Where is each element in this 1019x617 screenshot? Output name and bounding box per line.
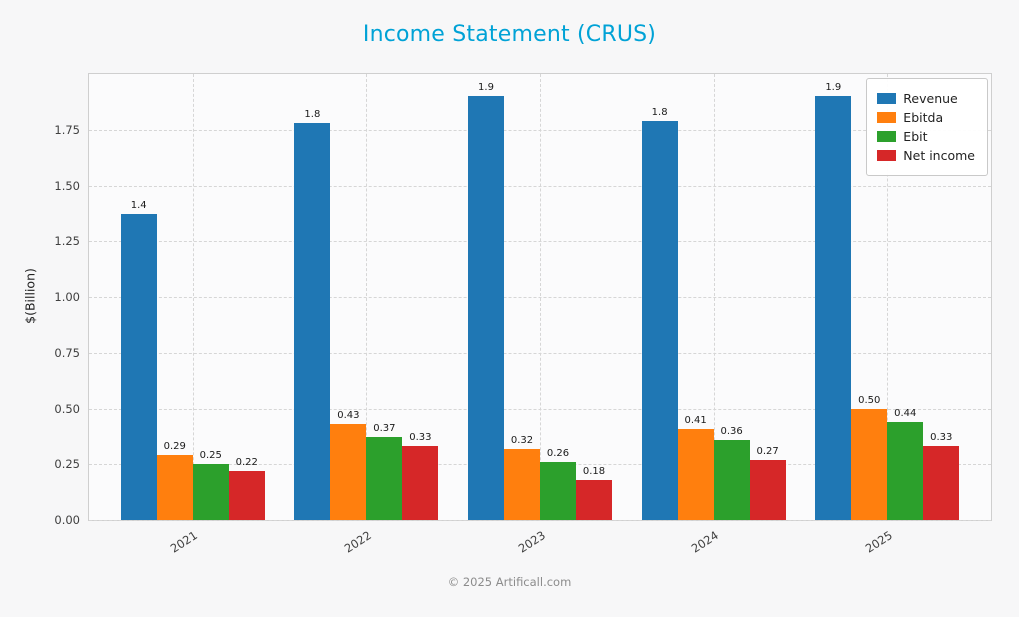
bar-value-label: 0.32 (510, 434, 534, 446)
bar-ebit (192, 464, 229, 520)
bar-value-label: 0.33 (930, 432, 953, 444)
bar-net-income (923, 446, 960, 520)
bar-net-income (749, 459, 786, 520)
bar-value-label: 1.4 (130, 200, 147, 212)
bar-value-label: 0.22 (235, 456, 258, 468)
y-tick-label: 0.75 (54, 345, 80, 360)
y-tick-label: 1.25 (54, 234, 80, 249)
x-tick-label: 2022 (341, 528, 374, 556)
bar-revenue (468, 96, 504, 520)
x-tick-label: 2024 (689, 528, 722, 556)
y-tick-label: 1.50 (54, 178, 80, 193)
plot-area: 0.00 0.25 0.50 0.75 1.00 1.25 1.50 1.75 2021 2022… (54, 73, 992, 556)
legend-label: Revenue (903, 91, 958, 106)
legend-swatch (877, 112, 897, 123)
bar-value-label: 0.43 (337, 410, 360, 422)
y-axis-label: $(Billion) (22, 268, 38, 324)
bar-value-label: 1.9 (825, 82, 842, 94)
bar-value-label: 0.41 (684, 414, 707, 426)
bar-revenue (294, 123, 331, 520)
bar-net-income (576, 479, 612, 520)
v-gridline (366, 74, 368, 520)
legend-label: Net income (903, 148, 975, 163)
chart-title: Income Statement (CRUS) (362, 22, 657, 47)
legend-item-ebit: Ebit (877, 129, 975, 144)
y-tick-label: 0.25 (54, 457, 80, 472)
bar-value-label: 1.8 (304, 109, 321, 121)
bar-value-label: 0.27 (756, 445, 779, 457)
footer-credit: © 2025 Artificall.com (447, 575, 572, 589)
bar-revenue (120, 214, 157, 520)
bar-ebit (887, 421, 924, 520)
bar-value-label: 1.8 (651, 106, 668, 118)
bar-value-label: 0.25 (199, 450, 222, 462)
bar-value-label: 0.33 (409, 432, 432, 444)
legend-label: Ebitda (903, 110, 944, 125)
v-gridline (540, 74, 541, 520)
bar-value-label: 1.9 (478, 82, 494, 94)
y-tick-label: 0.00 (54, 513, 80, 527)
bar-value-label: 0.50 (858, 394, 881, 406)
bar-net-income (402, 446, 439, 520)
x-tick-label: 2023 (515, 528, 548, 556)
y-tick-label: 1.75 (54, 122, 80, 137)
bar-value-label: 0.44 (894, 407, 917, 419)
y-tick-label: 0.50 (54, 401, 80, 416)
legend-swatch (877, 150, 897, 161)
legend-item-net-income: Net income (877, 148, 975, 163)
bar-ebitda (851, 408, 888, 520)
bar-value-label: 0.18 (582, 465, 606, 477)
x-tick-label: 2021 (168, 528, 201, 556)
bar-value-label: 0.29 (163, 441, 186, 453)
legend: Revenue Ebitda Ebit Net income (866, 78, 988, 176)
bar-ebit (540, 462, 576, 520)
v-gridline (192, 74, 194, 520)
bar-value-label: 0.36 (720, 425, 743, 437)
bar-ebitda (677, 428, 714, 520)
v-gridline (713, 74, 715, 520)
h-gridline (89, 520, 991, 521)
v-gridline (887, 74, 889, 520)
bar-ebit (366, 437, 403, 520)
y-tick-label: 1.00 (54, 290, 80, 304)
bar-value-label: 0.37 (373, 423, 396, 435)
legend-label: Ebit (903, 129, 928, 144)
legend-swatch (877, 93, 897, 104)
bar-revenue (815, 96, 852, 520)
bar-value-label: 0.26 (546, 448, 570, 460)
bar-ebitda (156, 455, 193, 520)
bar-ebit (713, 439, 750, 520)
legend-item-revenue: Revenue (877, 91, 975, 106)
bar-ebitda (504, 448, 540, 520)
legend-item-ebitda: Ebitda (877, 110, 975, 125)
bar-net-income (228, 470, 265, 520)
x-tick-label: 2025 (862, 528, 895, 556)
bar-ebitda (330, 424, 367, 520)
bar-revenue (641, 120, 678, 520)
legend-swatch (877, 131, 897, 142)
